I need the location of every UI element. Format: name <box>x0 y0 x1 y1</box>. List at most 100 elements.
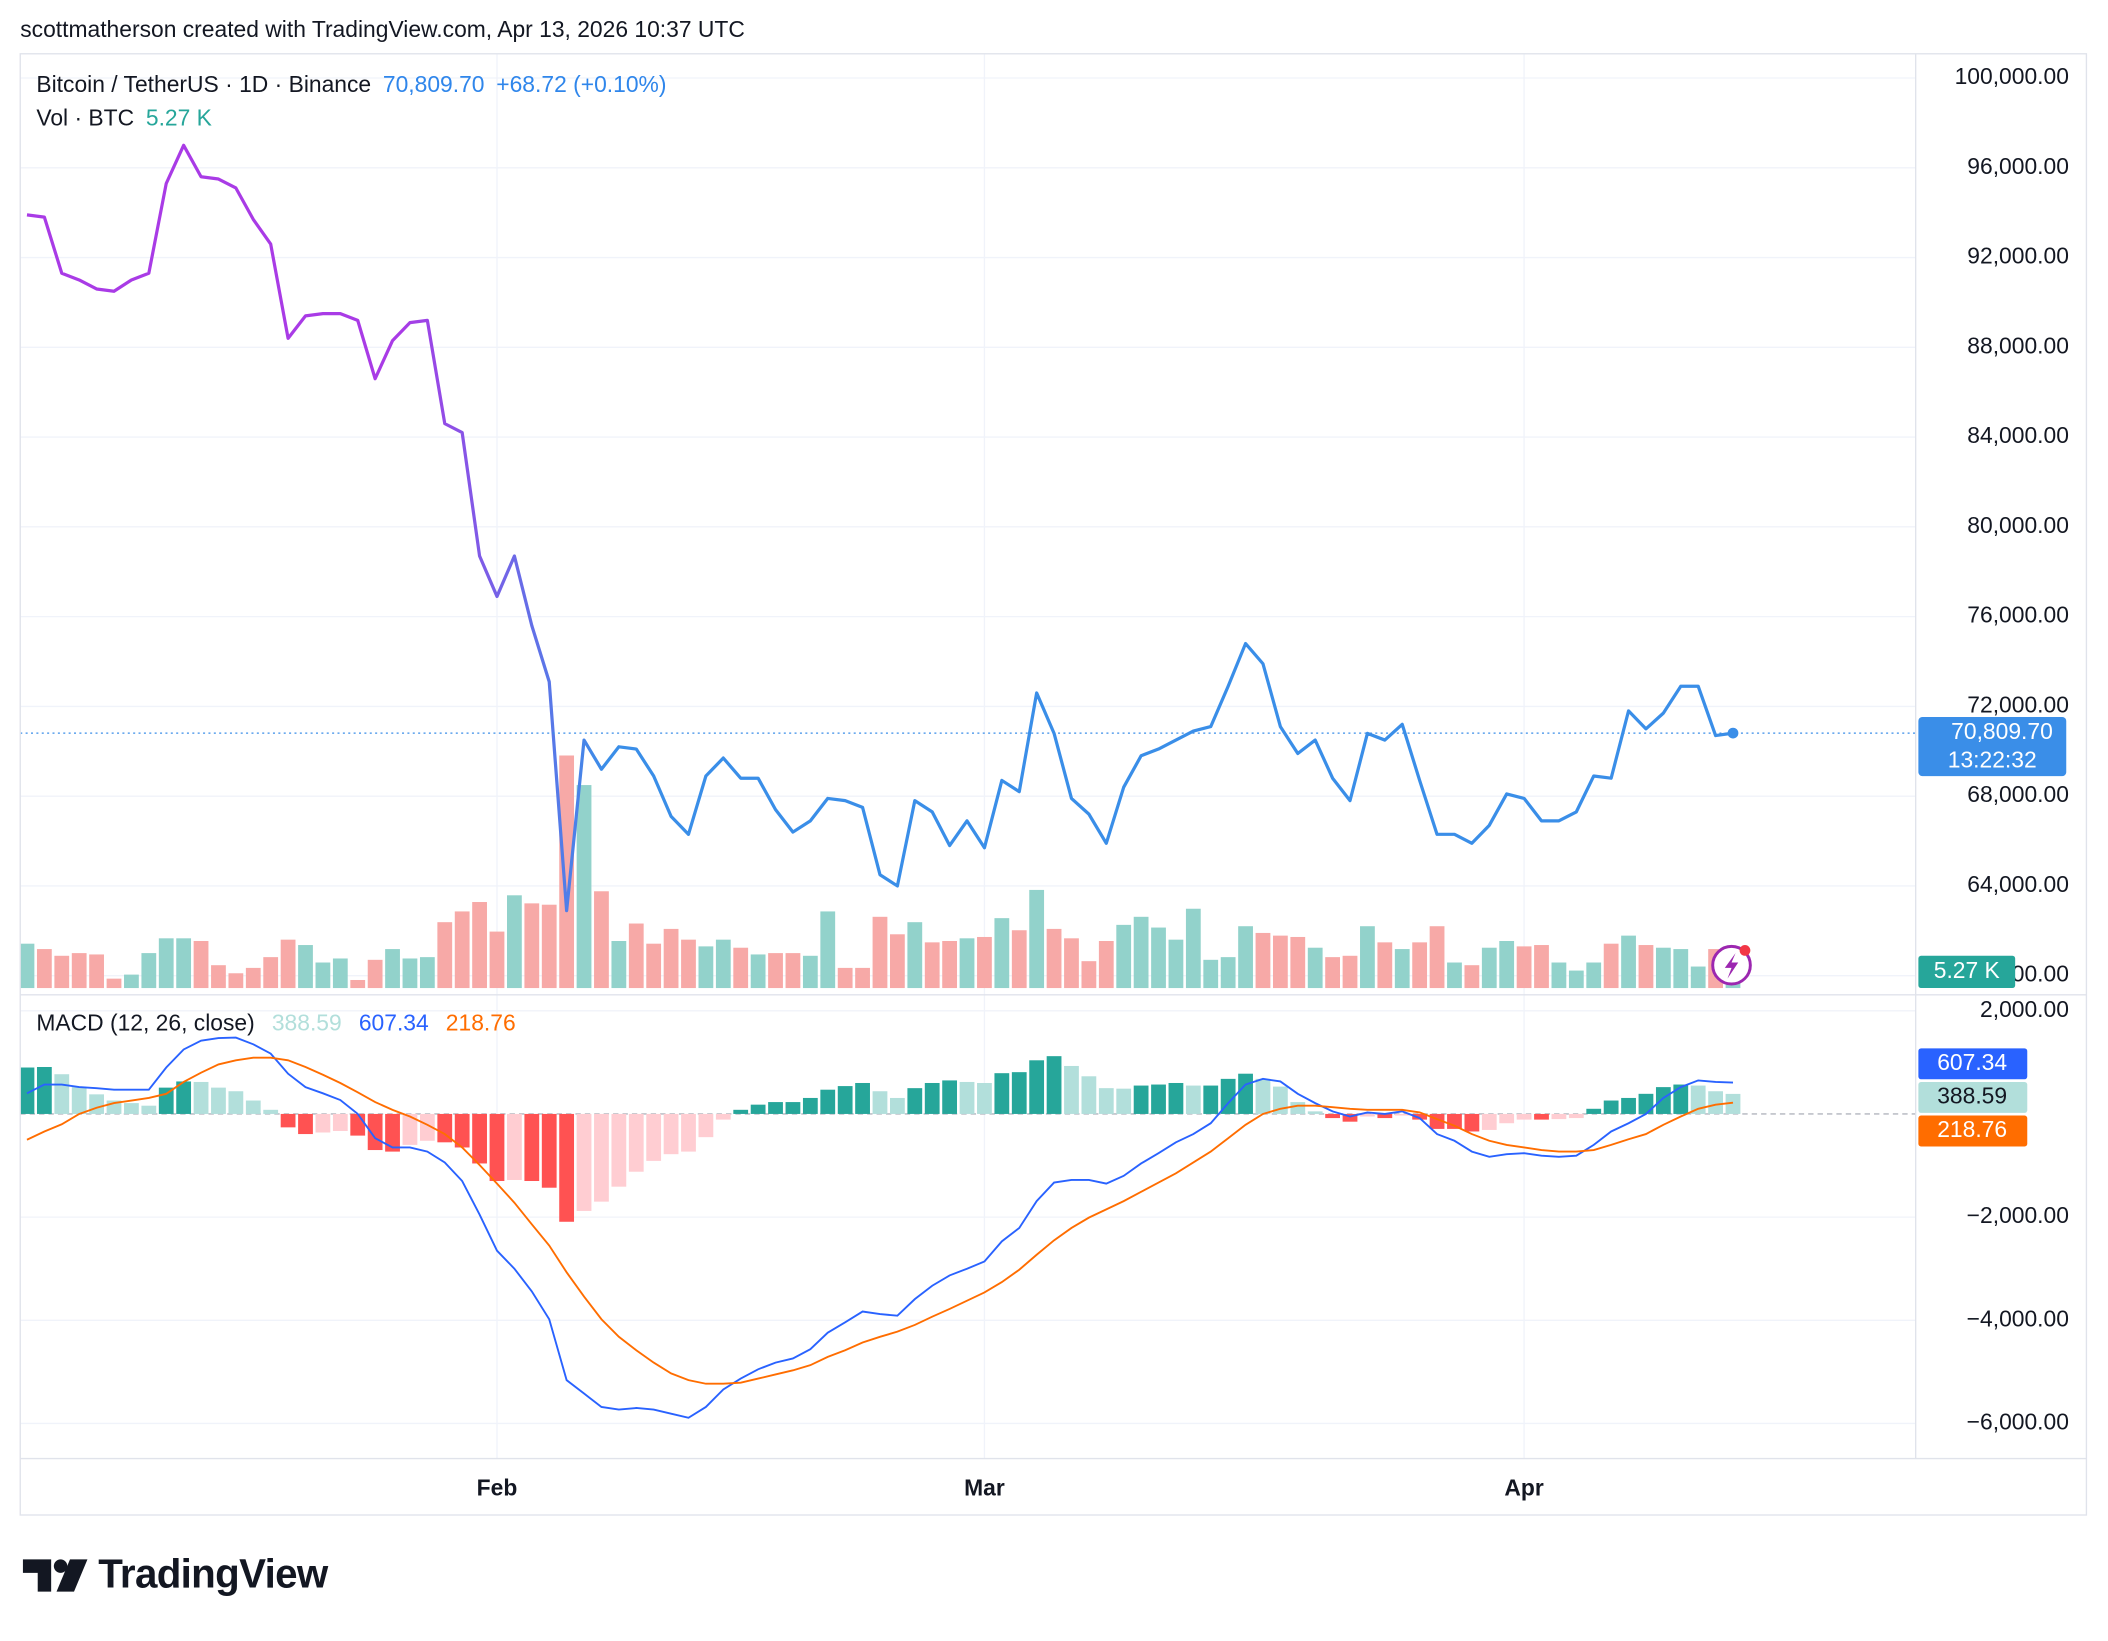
volume-bar <box>1516 946 1532 989</box>
histogram-bar <box>1029 1060 1045 1114</box>
histogram-bar <box>1168 1082 1184 1114</box>
volume-bar <box>733 947 749 989</box>
volume-bar <box>907 922 923 989</box>
tradingview-logo[interactable]: TradingView <box>22 1551 330 1597</box>
histogram-bar <box>750 1104 766 1114</box>
volume-bar <box>1081 961 1097 989</box>
volume-bar <box>1394 949 1410 989</box>
histogram-bar <box>820 1089 836 1114</box>
volume-bar <box>1638 945 1654 989</box>
volume-bar <box>437 922 453 989</box>
y-tick-label: −6,000.00 <box>1967 1409 2069 1435</box>
histogram-bar <box>1098 1088 1114 1114</box>
histogram-bar <box>315 1113 331 1133</box>
legend-change: +68.72 (+0.10%) <box>496 71 666 97</box>
volume-bar <box>1220 957 1236 989</box>
macd-value-label: 388.59 <box>1937 1082 2007 1108</box>
volume-bar <box>1586 962 1602 989</box>
histogram-bar <box>1290 1102 1306 1114</box>
histogram-bar <box>1725 1093 1741 1114</box>
volume-bar <box>872 916 888 989</box>
histogram-bar <box>1133 1085 1149 1114</box>
volume-box <box>1918 955 2016 989</box>
alert-icon[interactable] <box>1711 944 1752 986</box>
histogram-bar <box>1342 1113 1358 1122</box>
volume-bar <box>1499 941 1515 989</box>
histogram-bar <box>628 1113 644 1172</box>
histogram-bar <box>20 1067 35 1114</box>
volume-bar <box>315 962 331 989</box>
volume-bar <box>576 785 592 989</box>
histogram-bar <box>1220 1078 1236 1114</box>
histogram-bar <box>437 1113 453 1143</box>
volume-bar <box>646 943 662 989</box>
volume-bar <box>785 953 801 989</box>
volume-bar <box>193 941 209 989</box>
histogram-bar <box>1203 1085 1219 1114</box>
histogram-bar <box>1325 1113 1340 1119</box>
histogram-bar <box>1360 1113 1375 1117</box>
volume-bar <box>106 978 122 989</box>
histogram-bar <box>1255 1078 1271 1114</box>
volume-bar <box>855 967 870 989</box>
histogram-bar <box>1638 1093 1654 1114</box>
volume-bar <box>71 953 87 989</box>
volume-bar <box>245 967 261 989</box>
volume-bar <box>1412 942 1428 989</box>
y-tick-label: 68,000.00 <box>1967 781 2069 807</box>
volume-bar <box>228 973 244 989</box>
header: scottmatherson created with TradingView.… <box>20 16 745 42</box>
histogram-bar <box>924 1082 940 1114</box>
histogram-bar <box>419 1113 435 1141</box>
volume-bar <box>141 953 157 989</box>
volume-bar <box>1238 926 1253 989</box>
volume-bar <box>263 957 279 989</box>
volume-bar <box>385 949 400 989</box>
volume-bar <box>1185 908 1201 989</box>
legend-signal: 218.76 <box>446 1009 516 1035</box>
last-price-box <box>1918 716 2067 777</box>
legend-last-price: 70,809.70 <box>383 71 485 97</box>
histogram-bar <box>472 1113 487 1164</box>
volume-bar <box>350 979 366 989</box>
volume-bar <box>942 941 958 989</box>
histogram-bar <box>1307 1111 1323 1114</box>
volume-bar <box>924 942 940 989</box>
volume-bar <box>594 891 609 989</box>
volume-bar <box>280 939 296 989</box>
y-tick-label: 96,000.00 <box>1967 153 2069 179</box>
volume-bar <box>611 941 627 989</box>
macd-value-box <box>1918 1048 2028 1080</box>
histogram-bar <box>733 1109 749 1114</box>
volume-bar <box>1429 926 1445 989</box>
y-tick-label: 2,000.00 <box>1980 996 2069 1022</box>
histogram-bar <box>541 1113 557 1188</box>
histogram-bar <box>1551 1113 1567 1120</box>
y-tick-label: 84,000.00 <box>1967 422 2069 448</box>
histogram-bar <box>1603 1100 1619 1114</box>
histogram-bar <box>454 1113 470 1148</box>
volume-bar <box>1151 927 1166 989</box>
volume-bar <box>750 954 766 989</box>
volume-bar <box>559 755 575 989</box>
y-tick-label: 88,000.00 <box>1967 332 2069 358</box>
histogram-bar <box>611 1113 627 1187</box>
histogram-bar <box>1081 1076 1097 1114</box>
logo-text: TradingView <box>98 1551 329 1597</box>
volume-bar <box>211 965 226 989</box>
volume-bar <box>1655 947 1671 989</box>
histogram-bar <box>646 1113 662 1161</box>
histogram-bar <box>385 1113 400 1152</box>
histogram-bar <box>1185 1085 1201 1114</box>
symbol-title: Bitcoin / TetherUS · 1D · Binance <box>36 71 371 97</box>
histogram-bar <box>802 1097 818 1114</box>
histogram-bar <box>1534 1113 1549 1120</box>
histogram-bar <box>89 1094 104 1114</box>
volume-label: 5.27 K <box>1934 957 2000 983</box>
volume-bar <box>802 955 818 989</box>
volume-title: Vol · BTC <box>36 105 134 131</box>
volume-bar <box>663 928 679 989</box>
histogram-bar <box>663 1113 679 1155</box>
volume-bar <box>124 974 139 989</box>
histogram-bar <box>1011 1072 1027 1114</box>
